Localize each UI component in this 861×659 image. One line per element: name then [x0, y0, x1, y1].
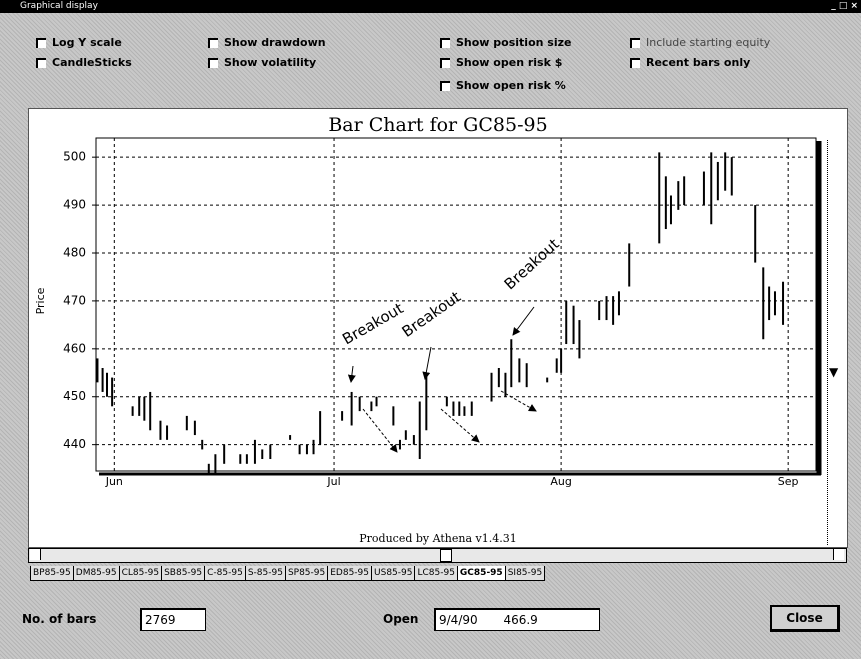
vertical-scrollbar[interactable]: [827, 140, 840, 545]
annotation-arrow: [512, 306, 535, 336]
checkbox-option[interactable]: Show open risk %: [440, 79, 566, 92]
tab[interactable]: BP85-95: [30, 566, 74, 581]
y-tick-label: 480: [63, 245, 86, 259]
y-tick-label: 470: [63, 293, 86, 307]
annotation-arrow: [500, 390, 537, 412]
checkbox[interactable]: [208, 57, 218, 68]
bars-label: No. of bars: [22, 612, 97, 626]
x-tick-label: Aug: [550, 475, 571, 488]
checkbox-option[interactable]: Recent bars only: [630, 56, 750, 69]
chart-footer: Produced by Athena v1.4.31: [359, 532, 516, 545]
annotation: Breakout: [399, 288, 465, 341]
horizontal-scrollbar[interactable]: [28, 548, 847, 563]
checkbox[interactable]: [208, 37, 218, 48]
tab[interactable]: LC85-95: [414, 566, 458, 581]
chart-panel: Bar Chart for GC85-95 Price Produced by …: [28, 108, 848, 548]
y-tick-label: 490: [63, 198, 86, 212]
chart: Bar Chart for GC85-95 Price Produced by …: [34, 114, 822, 545]
checkbox[interactable]: [630, 37, 640, 48]
checkbox-label: Show open risk %: [456, 79, 566, 92]
scroll-right[interactable]: [833, 549, 844, 560]
chart-title: Bar Chart for GC85-95: [328, 114, 547, 136]
tab[interactable]: S-85-95: [244, 566, 286, 581]
tab[interactable]: SI85-95: [504, 566, 546, 581]
annotation-arrow: [362, 408, 398, 453]
y-tick-label: 460: [63, 341, 86, 355]
checkbox[interactable]: [440, 37, 450, 48]
checkbox-option[interactable]: Include starting equity: [630, 36, 770, 49]
annotation-arrow: [422, 346, 432, 380]
open-price: 466.9: [503, 613, 538, 627]
annotation-arrow: [440, 408, 480, 443]
window-title: Graphical display: [20, 1, 98, 11]
tab[interactable]: SP85-95: [284, 566, 329, 581]
open-field[interactable]: 9/4/90 466.9: [434, 608, 600, 631]
checkbox-option[interactable]: Show open risk $: [440, 56, 562, 69]
window-controls[interactable]: _ □ ×: [831, 1, 858, 11]
bars-field[interactable]: 2769: [140, 608, 206, 631]
y-tick-label: 440: [63, 437, 86, 451]
checkbox-option[interactable]: Log Y scale: [36, 36, 122, 49]
checkbox-option[interactable]: Show drawdown: [208, 36, 326, 49]
y-tick-label: 450: [63, 389, 86, 403]
tab[interactable]: ED85-95: [327, 566, 373, 581]
x-tick-label: Jun: [105, 475, 123, 488]
checkbox[interactable]: [36, 57, 46, 68]
open-date: 9/4/90: [439, 613, 478, 627]
scroll-thumb[interactable]: ▼: [829, 365, 839, 379]
annotation-arrow: [347, 365, 356, 383]
checkbox[interactable]: [630, 57, 640, 68]
scroll-thumb[interactable]: [440, 549, 452, 562]
tab[interactable]: GC85-95: [456, 566, 506, 581]
tab[interactable]: US85-95: [371, 566, 416, 581]
checkbox[interactable]: [440, 80, 450, 91]
checkbox-label: Include starting equity: [646, 36, 771, 49]
open-label: Open: [383, 612, 419, 626]
checkbox-label: Show drawdown: [224, 36, 326, 49]
checkbox[interactable]: [36, 37, 46, 48]
x-tick-label: Jul: [326, 475, 340, 488]
tab[interactable]: SB85-95: [161, 566, 206, 581]
checkbox-label: CandleSticks: [52, 56, 132, 69]
scroll-left[interactable]: [30, 549, 41, 560]
annotation: Breakout: [339, 299, 406, 348]
close-button[interactable]: Close: [770, 605, 840, 632]
checkbox-option[interactable]: CandleSticks: [36, 56, 132, 69]
checkbox-label: Show position size: [456, 36, 572, 49]
y-tick-label: 500: [63, 150, 86, 164]
plot-frame: [95, 137, 817, 472]
tab[interactable]: CL85-95: [118, 566, 163, 581]
checkbox[interactable]: [440, 57, 450, 68]
tab[interactable]: DM85-95: [72, 566, 120, 581]
checkbox-label: Show open risk $: [456, 56, 563, 69]
y-axis-label: Price: [34, 287, 47, 314]
title-bar: Graphical display _ □ ×: [0, 0, 861, 13]
checkbox-option[interactable]: Show position size: [440, 36, 571, 49]
x-tick-label: Sep: [778, 475, 799, 488]
checkbox-label: Show volatility: [224, 56, 317, 69]
annotation: Breakout: [501, 235, 563, 293]
checkbox-label: Recent bars only: [646, 56, 751, 69]
checkbox-label: Log Y scale: [52, 36, 122, 49]
checkbox-option[interactable]: Show volatility: [208, 56, 316, 69]
tab[interactable]: C-85-95: [204, 566, 246, 581]
